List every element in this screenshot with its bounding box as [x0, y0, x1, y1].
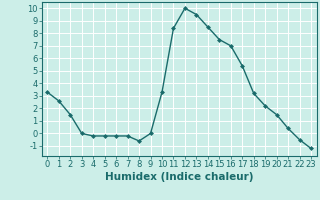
X-axis label: Humidex (Indice chaleur): Humidex (Indice chaleur) [105, 172, 253, 182]
